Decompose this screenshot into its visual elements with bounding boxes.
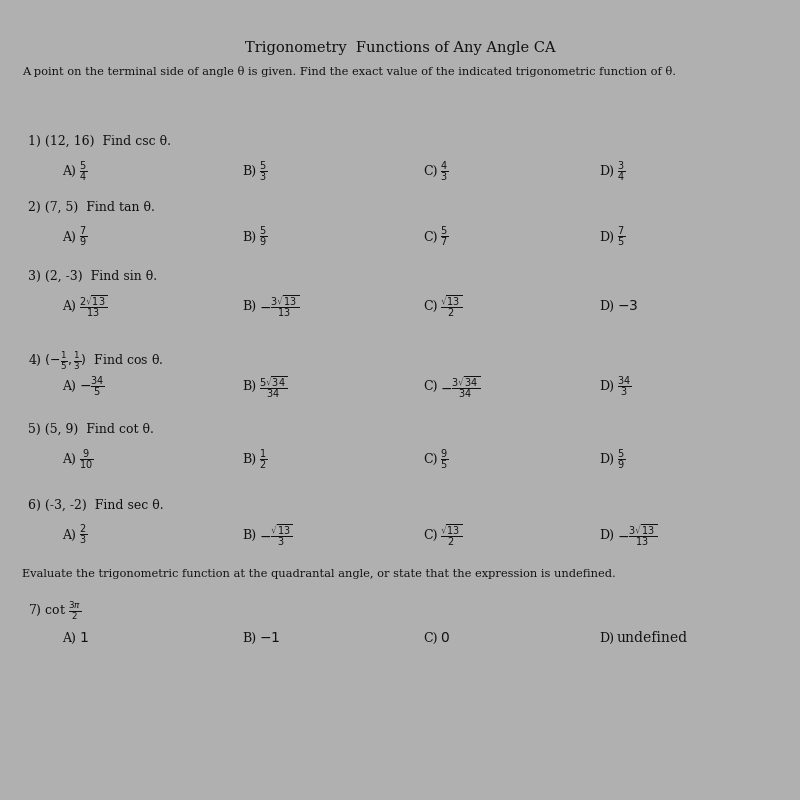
Text: undefined: undefined — [617, 631, 688, 645]
Text: 4) $(-\frac{1}{5}, \frac{1}{3})$  Find cos θ.: 4) $(-\frac{1}{5}, \frac{1}{3})$ Find co… — [27, 350, 163, 372]
Text: C): C) — [423, 454, 438, 466]
Text: C): C) — [423, 166, 438, 178]
Text: A): A) — [62, 631, 76, 645]
Text: A point on the terminal side of angle θ is given. Find the exact value of the in: A point on the terminal side of angle θ … — [22, 66, 676, 77]
Text: $-1$: $-1$ — [259, 631, 281, 645]
Text: B): B) — [242, 230, 257, 244]
Text: D): D) — [600, 230, 614, 244]
Text: D): D) — [600, 381, 614, 394]
Text: A): A) — [62, 381, 76, 394]
Text: $\frac{\sqrt{13}}{2}$: $\frac{\sqrt{13}}{2}$ — [440, 522, 462, 548]
Text: $\frac{\sqrt{13}}{2}$: $\frac{\sqrt{13}}{2}$ — [440, 294, 462, 319]
Text: $\frac{5}{3}$: $\frac{5}{3}$ — [259, 160, 268, 184]
Text: C): C) — [423, 529, 438, 542]
Text: B): B) — [242, 166, 257, 178]
Text: 2) (7, 5)  Find tan θ.: 2) (7, 5) Find tan θ. — [27, 200, 154, 214]
Text: B): B) — [242, 381, 257, 394]
Text: $-\frac{3\sqrt{34}}{34}$: $-\frac{3\sqrt{34}}{34}$ — [440, 374, 480, 400]
Text: $-\frac{3\sqrt{13}}{13}$: $-\frac{3\sqrt{13}}{13}$ — [259, 294, 299, 319]
Text: B): B) — [242, 631, 257, 645]
Text: B): B) — [242, 300, 257, 313]
Text: D): D) — [600, 631, 614, 645]
Text: $\frac{1}{2}$: $\frac{1}{2}$ — [259, 448, 268, 472]
Text: $\frac{2}{3}$: $\frac{2}{3}$ — [79, 523, 87, 547]
Text: D): D) — [600, 300, 614, 313]
Text: C): C) — [423, 230, 438, 244]
Text: $-\frac{34}{5}$: $-\frac{34}{5}$ — [79, 374, 105, 399]
Text: $0$: $0$ — [440, 631, 450, 645]
Text: D): D) — [600, 529, 614, 542]
Text: $\frac{5\sqrt{34}}{34}$: $\frac{5\sqrt{34}}{34}$ — [259, 374, 288, 400]
Text: $\frac{34}{3}$: $\frac{34}{3}$ — [617, 374, 631, 399]
Text: B): B) — [242, 454, 257, 466]
Text: 7) cot $\frac{3\pi}{2}$: 7) cot $\frac{3\pi}{2}$ — [27, 600, 81, 622]
Text: Trigonometry  Functions of Any Angle CA: Trigonometry Functions of Any Angle CA — [245, 42, 555, 55]
Text: $-3$: $-3$ — [617, 299, 638, 314]
Text: 1) (12, 16)  Find csc θ.: 1) (12, 16) Find csc θ. — [27, 135, 170, 148]
Text: C): C) — [423, 300, 438, 313]
Text: $-\frac{3\sqrt{13}}{13}$: $-\frac{3\sqrt{13}}{13}$ — [617, 522, 657, 548]
Text: $\frac{3}{4}$: $\frac{3}{4}$ — [617, 160, 625, 184]
Text: A): A) — [62, 230, 76, 244]
Text: $\frac{7}{5}$: $\frac{7}{5}$ — [617, 225, 625, 250]
Text: Evaluate the trigonometric function at the quadrantal angle, or state that the e: Evaluate the trigonometric function at t… — [22, 569, 616, 579]
Text: $\frac{4}{3}$: $\frac{4}{3}$ — [440, 160, 448, 184]
Text: $\frac{5}{9}$: $\frac{5}{9}$ — [617, 448, 625, 472]
Text: $\frac{5}{9}$: $\frac{5}{9}$ — [259, 225, 268, 250]
Text: $\frac{5}{7}$: $\frac{5}{7}$ — [440, 225, 448, 250]
Text: 5) (5, 9)  Find cot θ.: 5) (5, 9) Find cot θ. — [27, 423, 154, 436]
Text: A): A) — [62, 166, 76, 178]
Text: 3) (2, -3)  Find sin θ.: 3) (2, -3) Find sin θ. — [27, 270, 157, 282]
Text: A): A) — [62, 300, 76, 313]
Text: B): B) — [242, 529, 257, 542]
Text: $\frac{7}{9}$: $\frac{7}{9}$ — [79, 225, 87, 250]
Text: $\frac{2\sqrt{13}}{13}$: $\frac{2\sqrt{13}}{13}$ — [79, 294, 107, 319]
Text: C): C) — [423, 631, 438, 645]
Text: A): A) — [62, 529, 76, 542]
Text: 6) (-3, -2)  Find sec θ.: 6) (-3, -2) Find sec θ. — [27, 498, 163, 511]
Text: $-\frac{\sqrt{13}}{3}$: $-\frac{\sqrt{13}}{3}$ — [259, 522, 294, 548]
Text: $\frac{5}{4}$: $\frac{5}{4}$ — [79, 160, 87, 184]
Text: C): C) — [423, 381, 438, 394]
Text: $\frac{9}{5}$: $\frac{9}{5}$ — [440, 448, 448, 472]
Text: D): D) — [600, 166, 614, 178]
Text: $\frac{9}{10}$: $\frac{9}{10}$ — [79, 448, 94, 472]
Text: $1$: $1$ — [79, 631, 89, 645]
Text: A): A) — [62, 454, 76, 466]
Text: D): D) — [600, 454, 614, 466]
